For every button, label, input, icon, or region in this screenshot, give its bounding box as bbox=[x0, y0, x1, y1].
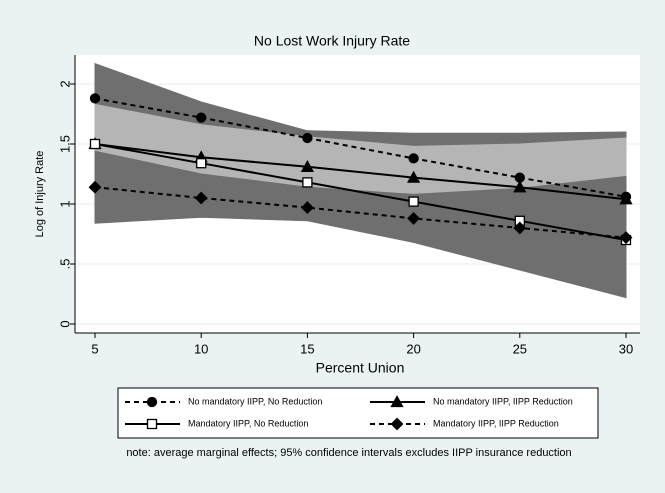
x-tick-label: 30 bbox=[619, 341, 633, 356]
marker bbox=[196, 112, 207, 123]
x-tick-label: 25 bbox=[513, 341, 527, 356]
y-tick-label: 1 bbox=[57, 200, 72, 207]
legend-marker bbox=[146, 396, 158, 408]
y-tick-label: .5 bbox=[57, 259, 72, 270]
y-tick-label: 2 bbox=[57, 80, 72, 87]
marker bbox=[196, 158, 207, 169]
x-tick-label: 10 bbox=[194, 341, 208, 356]
marker bbox=[408, 153, 419, 164]
x-tick-label: 15 bbox=[300, 341, 314, 356]
series-line bbox=[94, 143, 627, 201]
x-axis-label: Percent Union bbox=[316, 360, 405, 376]
y-axis-label: Log of Injury Rate bbox=[34, 151, 46, 238]
marker bbox=[408, 196, 419, 207]
marker bbox=[300, 201, 314, 215]
marker bbox=[513, 180, 527, 193]
legend-label: No mandatory IIPP, IIPP Reduction bbox=[433, 396, 573, 406]
marker bbox=[300, 159, 314, 172]
series-line bbox=[94, 186, 627, 239]
marker bbox=[619, 192, 633, 205]
marker bbox=[89, 93, 101, 104]
legend-label: No mandatory IIPP, No Reduction bbox=[188, 396, 322, 406]
legend-label: Mandatory IIPP, IIPP Reduction bbox=[433, 418, 559, 428]
marker bbox=[407, 170, 421, 183]
marker bbox=[619, 231, 633, 245]
chart-title: No Lost Work Injury Rate bbox=[254, 33, 410, 49]
marker bbox=[302, 177, 313, 188]
marker bbox=[302, 132, 313, 144]
x-tick-label: 20 bbox=[406, 341, 420, 356]
series-line bbox=[94, 143, 627, 241]
marker bbox=[407, 211, 421, 225]
legend-label: Mandatory IIPP, No Reduction bbox=[188, 418, 308, 428]
legend-marker bbox=[390, 395, 404, 408]
marker bbox=[88, 180, 102, 194]
series-line bbox=[94, 97, 627, 198]
marker bbox=[194, 191, 208, 205]
y-tick-label: 0 bbox=[57, 320, 72, 327]
legend-marker bbox=[390, 417, 404, 431]
marker bbox=[89, 138, 101, 150]
x-tick-label: 5 bbox=[91, 341, 98, 356]
legend-marker bbox=[146, 418, 158, 430]
legend-box bbox=[117, 387, 599, 439]
y-tick-label: 1.5 bbox=[57, 135, 72, 153]
marker bbox=[513, 221, 527, 235]
note: note: average marginal effects; 95% conf… bbox=[126, 447, 571, 459]
